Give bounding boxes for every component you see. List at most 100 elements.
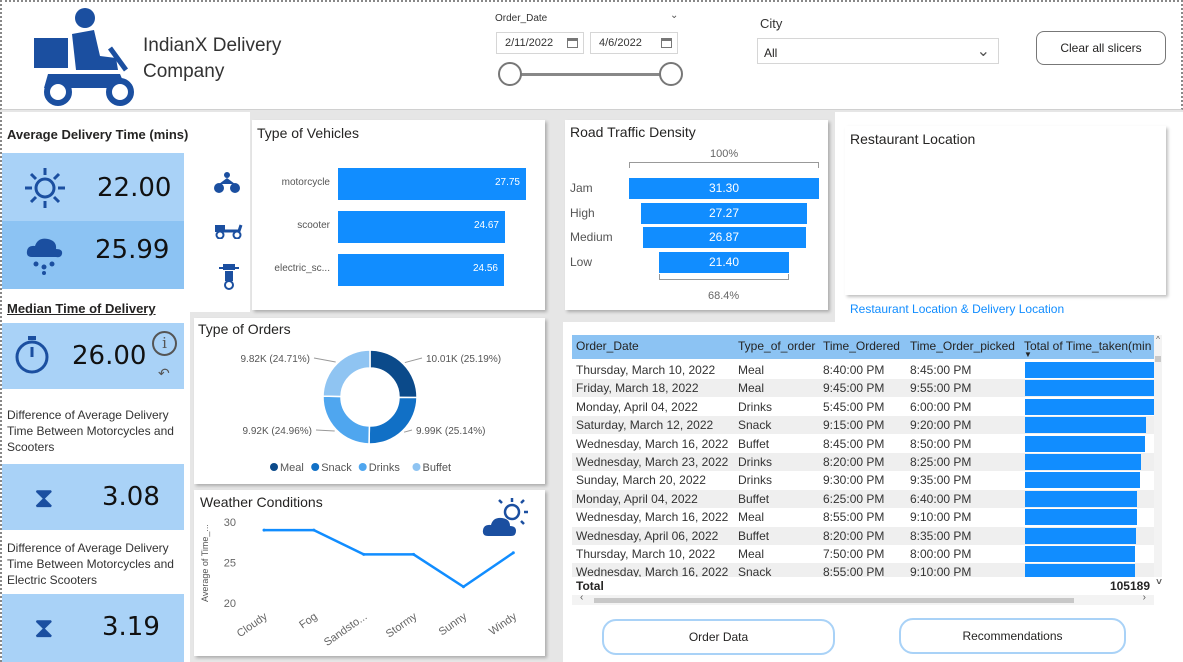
chevron-down-icon[interactable]: ⌄: [976, 43, 990, 60]
cell-time-ordered: 5:45:00 PM: [823, 399, 885, 414]
table-row[interactable]: Wednesday, March 16, 2022 Snack 8:55:00 PM…: [572, 563, 1154, 582]
date-range-track[interactable]: [510, 73, 672, 76]
table-row[interactable]: Saturday, March 12, 2022 Snack 9:15:00 PM 9…: [572, 416, 1154, 435]
traffic-bar[interactable]: 26.87: [642, 227, 806, 248]
donut-data-label: 9.99K (25.14%): [416, 426, 486, 437]
cell-time-ordered: 8:45:00 PM: [823, 436, 885, 451]
data-bar: [1025, 398, 1154, 415]
order-date-slicer-title: Order_Date: [495, 13, 548, 24]
calendar-icon[interactable]: [661, 38, 672, 48]
scrollbar-thumb[interactable]: [1155, 356, 1161, 362]
total-value: 105189: [1109, 579, 1150, 593]
table-row[interactable]: Thursday, March 10, 2022 Meal 7:50:00 PM 8:…: [572, 545, 1154, 563]
col-total-time[interactable]: Total of Time_taken(min: [1024, 339, 1152, 353]
col-order-date[interactable]: Order_Date: [576, 339, 639, 353]
donut-slice-snack[interactable]: [368, 396, 418, 445]
table-row[interactable]: Sunday, March 20, 2022 Drinks 9:30:00 PM 9:…: [572, 471, 1154, 490]
table-row[interactable]: Friday, March 18, 2022 Meal 9:45:00 PM 9:55…: [572, 379, 1154, 398]
diff1-kpi-card: ⧗ 3.08: [2, 464, 184, 530]
horizontal-scrollbar[interactable]: ‹ ›: [572, 592, 1154, 605]
cell-time-ordered: 8:55:00 PM: [823, 510, 885, 525]
weather-series-line[interactable]: [264, 528, 515, 589]
traffic-bar[interactable]: 31.30: [629, 178, 819, 199]
order-date-chevron-icon[interactable]: ⌄: [670, 10, 679, 21]
date-range-start-handle[interactable]: [498, 62, 522, 86]
weather-data-point[interactable]: [312, 528, 316, 532]
company-name-line2: Company: [143, 61, 225, 82]
traffic-category-label: High: [570, 205, 595, 220]
table-row[interactable]: Thursday, March 10, 2022 Meal 8:40:00 PM 8:…: [572, 361, 1154, 379]
vertical-scrollbar[interactable]: ^: [1154, 335, 1162, 585]
data-bar: [1025, 527, 1136, 544]
weather-data-point[interactable]: [412, 552, 416, 556]
table-row[interactable]: Wednesday, March 16, 2022 Meal 8:55:00 PM 9…: [572, 508, 1154, 527]
table-row[interactable]: Monday, April 04, 2022 Drinks 5:45:00 PM 6:…: [572, 397, 1154, 416]
rain-cloud-icon: [26, 238, 63, 275]
vehicles-panel: Type of Vehicles motorcycle 27.75 scooter 2…: [252, 120, 545, 310]
scroll-up-icon[interactable]: ^: [1156, 335, 1160, 344]
calendar-icon[interactable]: [567, 38, 578, 48]
undo-icon[interactable]: ↶: [158, 365, 170, 381]
cell-time-picked: 8:50:00 PM: [910, 436, 972, 451]
vehicle-bar[interactable]: 27.75: [338, 168, 526, 200]
orders-donut-chart: 10.01K (25.19%) 9.99K (25.14%) 9.92K (24.9…: [241, 349, 501, 474]
diff2-kpi-card: ⧗ 3.19: [2, 594, 184, 662]
date-from-input[interactable]: 2/11/2022: [496, 32, 584, 54]
median-delivery-value: 26.00: [72, 341, 147, 371]
donut-slice-drinks[interactable]: [322, 395, 371, 445]
table-row[interactable]: Wednesday, March 23, 2022 Drinks 8:20:00 P…: [572, 453, 1154, 471]
cell-order-date: Monday, April 04, 2022: [576, 491, 698, 506]
weather-data-point[interactable]: [362, 552, 366, 556]
cell-order-date: Monday, April 04, 2022: [576, 399, 698, 414]
restaurant-delivery-link[interactable]: Restaurant Location & Delivery Location: [850, 302, 1065, 316]
y-tick-label: 20: [224, 598, 236, 610]
cell-time-picked: 9:35:00 PM: [910, 473, 972, 488]
recommendations-button[interactable]: Recommendations: [899, 618, 1126, 654]
city-dropdown[interactable]: All ⌄: [757, 38, 999, 64]
cell-order-date: Wednesday, March 16, 2022: [576, 436, 729, 451]
cell-time-picked: 9:10:00 PM: [910, 565, 972, 580]
company-name-line1: IndianX Delivery: [143, 35, 282, 56]
weather-data-point[interactable]: [511, 551, 515, 555]
date-to-input[interactable]: 4/6/2022: [590, 32, 678, 54]
cell-time-picked: 8:00:00 PM: [910, 547, 972, 561]
col-time-ordered[interactable]: Time_Ordered: [823, 339, 900, 353]
delivery-scooter-logo-icon: [30, 8, 136, 106]
order-data-button[interactable]: Order Data: [602, 619, 835, 655]
hscroll-thumb[interactable]: [594, 598, 1074, 603]
weather-line-chart: 20 25 30 Average of Time_... Cloudy Fog Sandst…: [200, 517, 519, 649]
scroll-right-icon[interactable]: ›: [1142, 592, 1146, 603]
traffic-bar[interactable]: 21.40: [659, 251, 789, 273]
vehicle-bar[interactable]: 24.67: [338, 211, 505, 243]
x-tick-label: Sandsto...: [322, 611, 369, 649]
table-row[interactable]: Wednesday, March 16, 2022 Buffet 8:45:00 P…: [572, 434, 1154, 453]
traffic-category-label: Low: [570, 254, 593, 269]
traffic-bar[interactable]: 27.27: [641, 202, 807, 224]
clear-all-slicers-button[interactable]: Clear all slicers: [1036, 31, 1166, 65]
date-to-value: 4/6/2022: [599, 37, 642, 49]
cell-time-ordered: 7:50:00 PM: [823, 547, 885, 561]
donut-data-label: 10.01K (25.19%): [426, 354, 501, 365]
vehicle-category-label: electric_sc...: [274, 263, 330, 274]
rainy-kpi-card: 25.99: [2, 221, 184, 289]
donut-slice-meal[interactable]: [369, 349, 418, 399]
table-row[interactable]: Wednesday, April 06, 2022 Buffet 8:20:00 P…: [572, 526, 1154, 545]
weather-data-point[interactable]: [262, 528, 266, 532]
data-bar: [1025, 435, 1145, 452]
y-tick-label: 30: [224, 517, 236, 529]
table-row[interactable]: Monday, April 04, 2022 Buffet 6:25:00 PM 6:…: [572, 489, 1154, 508]
col-time-picked[interactable]: Time_Order_picked: [910, 339, 1015, 353]
col-type-of-order[interactable]: Type_of_order: [738, 339, 816, 353]
vehicle-bar[interactable]: 24.56: [338, 254, 504, 286]
scroll-down-icon[interactable]: ˅: [1156, 577, 1162, 588]
sort-desc-icon[interactable]: ▼: [1024, 350, 1032, 359]
scroll-left-icon[interactable]: ‹: [580, 592, 584, 603]
x-tick-label: Sunny: [437, 610, 470, 638]
legend-marker: [412, 463, 421, 471]
weather-panel: Weather Conditions 20 25 30 Average of Time…: [194, 490, 545, 656]
info-icon[interactable]: i: [152, 331, 177, 356]
date-range-end-handle[interactable]: [659, 62, 683, 86]
donut-slice-buffet[interactable]: [322, 349, 371, 398]
weather-data-point[interactable]: [461, 585, 465, 589]
cell-time-ordered: 8:55:00 PM: [823, 565, 885, 580]
